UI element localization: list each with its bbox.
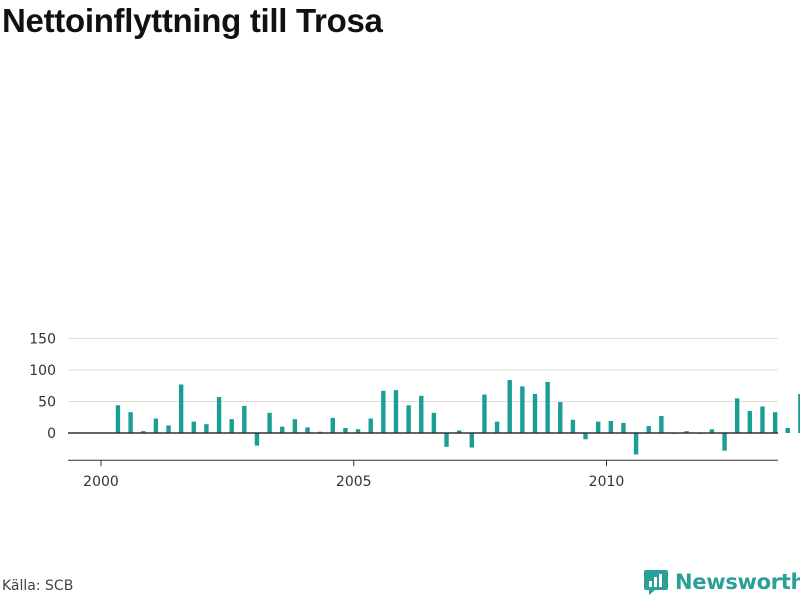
bar (507, 380, 512, 433)
bar (456, 430, 462, 433)
bar (254, 433, 260, 446)
newsworthy-logo: Newsworthy (643, 568, 800, 596)
brand-name: Newsworthy (675, 570, 800, 594)
bar (305, 427, 310, 433)
bar (684, 431, 689, 433)
bar (280, 426, 285, 433)
bar (709, 429, 715, 433)
bar (178, 384, 184, 433)
source-note: Källa: SCB (2, 578, 74, 594)
bar (659, 415, 664, 433)
bar (204, 424, 209, 433)
bar (406, 405, 411, 433)
bar (191, 421, 196, 433)
bar (267, 412, 272, 433)
bars (103, 380, 800, 455)
bar (381, 390, 386, 433)
bar (166, 425, 171, 433)
x-tick-label: 2005 (336, 474, 372, 490)
bar (595, 421, 601, 433)
bar (621, 422, 626, 433)
bar (419, 395, 424, 433)
bar (760, 406, 765, 433)
bar (722, 433, 727, 451)
bar (469, 433, 475, 448)
axes (68, 432, 778, 467)
bar (115, 405, 121, 433)
bar (153, 418, 159, 433)
x-tick-label: 2010 (589, 474, 625, 490)
bar (520, 386, 525, 433)
bar (482, 394, 487, 433)
bar (633, 433, 639, 455)
bar (229, 419, 234, 433)
bar (734, 398, 740, 433)
bar (216, 397, 222, 433)
x-tick-labels: 200020052010201520202025 (83, 474, 625, 490)
bar (141, 431, 146, 433)
bar (292, 419, 298, 433)
bar (444, 433, 449, 447)
bar (330, 417, 335, 433)
bar (242, 405, 247, 433)
bar (570, 419, 576, 433)
bar (747, 410, 753, 433)
bar (393, 390, 399, 433)
bar (558, 402, 563, 433)
bar (355, 429, 361, 433)
bar (608, 421, 614, 433)
x-tick-label: 2000 (83, 474, 119, 490)
bar (343, 427, 348, 433)
bar (545, 381, 550, 433)
newsworthy-logo-icon (644, 570, 668, 595)
y-tick-label: 50 (38, 395, 56, 411)
chart-title: Nettoinflyttning till Trosa (2, 2, 383, 39)
bar (785, 427, 790, 433)
bar (431, 412, 437, 433)
y-tick-labels: 0 50 100 150 (29, 332, 56, 443)
y-tick-label: 100 (29, 363, 56, 379)
y-tick-label: 0 (47, 426, 56, 442)
bar (368, 418, 373, 433)
y-tick-label: 150 (29, 332, 56, 348)
bar (128, 412, 133, 433)
bar (772, 412, 778, 433)
bar (583, 433, 588, 440)
bar (532, 393, 538, 433)
bar (494, 421, 500, 433)
bar (646, 426, 651, 433)
bar (798, 393, 800, 433)
gridlines (68, 338, 778, 402)
